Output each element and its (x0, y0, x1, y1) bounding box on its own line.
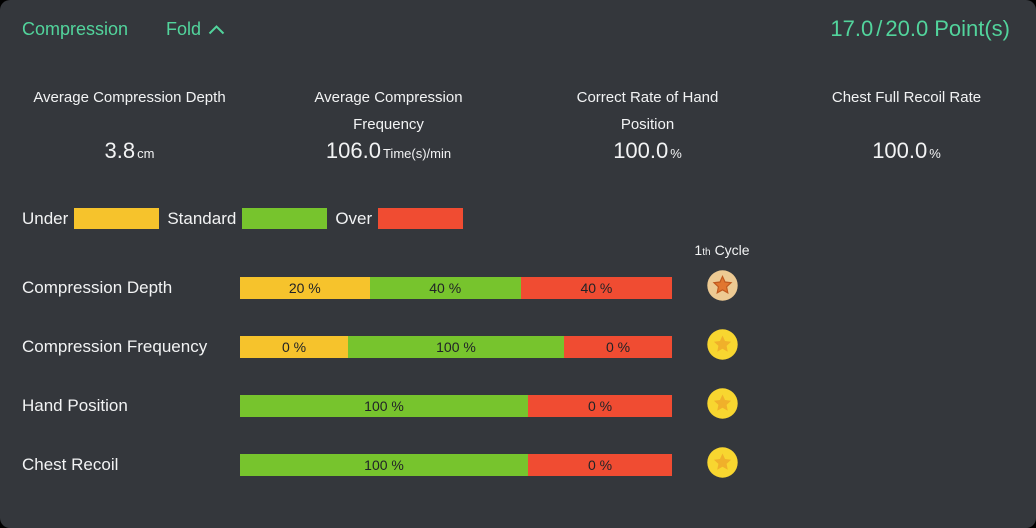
legend-swatch-over (378, 208, 464, 229)
cycle-word: Cycle (714, 242, 750, 258)
medal-cell (672, 387, 772, 424)
stat-correct-rate-of-hand-position: Correct Rate of Hand Position 100.0% (518, 84, 777, 164)
bar-segment-standard: 100 % (240, 453, 529, 476)
cycle-header-row: 1th Cycle (0, 242, 1036, 258)
cycle-number: 1 (694, 242, 703, 258)
legend-swatch-standard (242, 208, 328, 229)
stats-row: Average Compression Depth 3.8 cm Average Co… (0, 84, 1036, 164)
stat-unit: % (929, 146, 941, 161)
medal-cell (672, 446, 772, 483)
bar-segment-over: 0 % (564, 335, 672, 358)
stacked-bar: 0 % 100 % 0 % (240, 335, 672, 358)
bar-rows: Compression Depth 20 % 40 % 40 % Compression… (0, 258, 1036, 494)
legend-item-standard: Standard (167, 208, 328, 229)
medal-cell (672, 269, 772, 306)
medal-star-icon-gold (706, 328, 738, 365)
chevron-up-icon (208, 19, 225, 40)
cycle-header-spacer (0, 242, 672, 258)
cycle-ordinal-suffix: th (702, 247, 711, 258)
bar-segment-standard: 100 % (240, 394, 529, 417)
score-total: 20.0 (885, 16, 929, 41)
bar-row-hand-position: Hand Position 100 % 0 % (0, 376, 1036, 435)
bar-segment-under: 0 % (240, 335, 348, 358)
stat-unit: Time(s)/min (382, 146, 452, 161)
stacked-bar: 100 % 0 % (240, 394, 672, 417)
stat-number: 100.0 (613, 138, 669, 163)
stat-average-compression-frequency: Average Compression Frequency 106.0 Time(s… (259, 84, 518, 164)
bar-segment-standard: 40 % (369, 276, 521, 299)
stat-number: 106.0 (325, 138, 381, 163)
bar-segment-under: 20 % (240, 276, 370, 299)
bar-row-chest-recoil: Chest Recoil 100 % 0 % (0, 435, 1036, 494)
bar-row-compression-frequency: Compression Frequency 0 % 100 % 0 % (0, 317, 1036, 376)
legend-label: Under (22, 208, 69, 228)
stat-number: 100.0 (872, 138, 928, 163)
stat-average-compression-depth: Average Compression Depth 3.8 cm (0, 84, 259, 164)
medal-star-icon-bronze (706, 269, 738, 306)
medal-star-icon-gold (706, 446, 738, 483)
stat-label: Average Compression Frequency (314, 89, 463, 133)
score-value: 17.0 (830, 16, 874, 41)
bar-segment-over: 40 % (520, 276, 672, 299)
score-separator: / (876, 16, 883, 41)
stacked-bar: 20 % 40 % 40 % (240, 276, 672, 299)
medal-star-icon-gold (706, 387, 738, 424)
legend: Under Standard Over (22, 208, 1036, 229)
bar-segment-standard: 100 % (348, 335, 564, 358)
panel-title: Compression (22, 18, 129, 39)
bar-segment-over: 0 % (528, 453, 672, 476)
legend-label: Standard (167, 208, 237, 228)
score-text: 17.0/20.0 Point(s) (830, 16, 1010, 42)
row-label: Compression Frequency (22, 336, 208, 356)
bar-row-compression-depth: Compression Depth 20 % 40 % 40 % (0, 258, 1036, 317)
stat-value: 100.0% (518, 138, 777, 164)
row-label: Compression Depth (22, 277, 173, 297)
fold-button-label: Fold (166, 18, 202, 39)
panel-header: Compression Fold 17.0/20.0 Point(s) (0, 0, 1036, 42)
stat-value: 100.0% (777, 138, 1036, 164)
medal-cell (672, 328, 772, 365)
score-suffix: Point(s) (934, 16, 1010, 41)
cycle-header: 1th Cycle (672, 242, 772, 258)
stat-chest-full-recoil-rate: Chest Full Recoil Rate 100.0% (777, 84, 1036, 164)
legend-item-over: Over (335, 208, 464, 229)
row-label: Hand Position (22, 395, 128, 415)
stat-value: 106.0 Time(s)/min (259, 138, 518, 164)
stat-unit: cm (137, 146, 155, 161)
legend-item-under: Under (22, 208, 160, 229)
bar-segment-over: 0 % (528, 394, 672, 417)
stat-number: 3.8 (104, 138, 136, 163)
stat-label: Correct Rate of Hand Position (576, 89, 719, 133)
fold-button[interactable]: Fold (166, 19, 225, 40)
legend-label: Over (335, 208, 373, 228)
stat-label: Chest Full Recoil Rate (831, 89, 982, 106)
stat-value: 3.8 cm (0, 138, 259, 164)
legend-swatch-under (74, 208, 160, 229)
stat-label: Average Compression Depth (33, 89, 226, 106)
row-label: Chest Recoil (22, 454, 119, 474)
stacked-bar: 100 % 0 % (240, 453, 672, 476)
stat-unit: % (670, 146, 682, 161)
